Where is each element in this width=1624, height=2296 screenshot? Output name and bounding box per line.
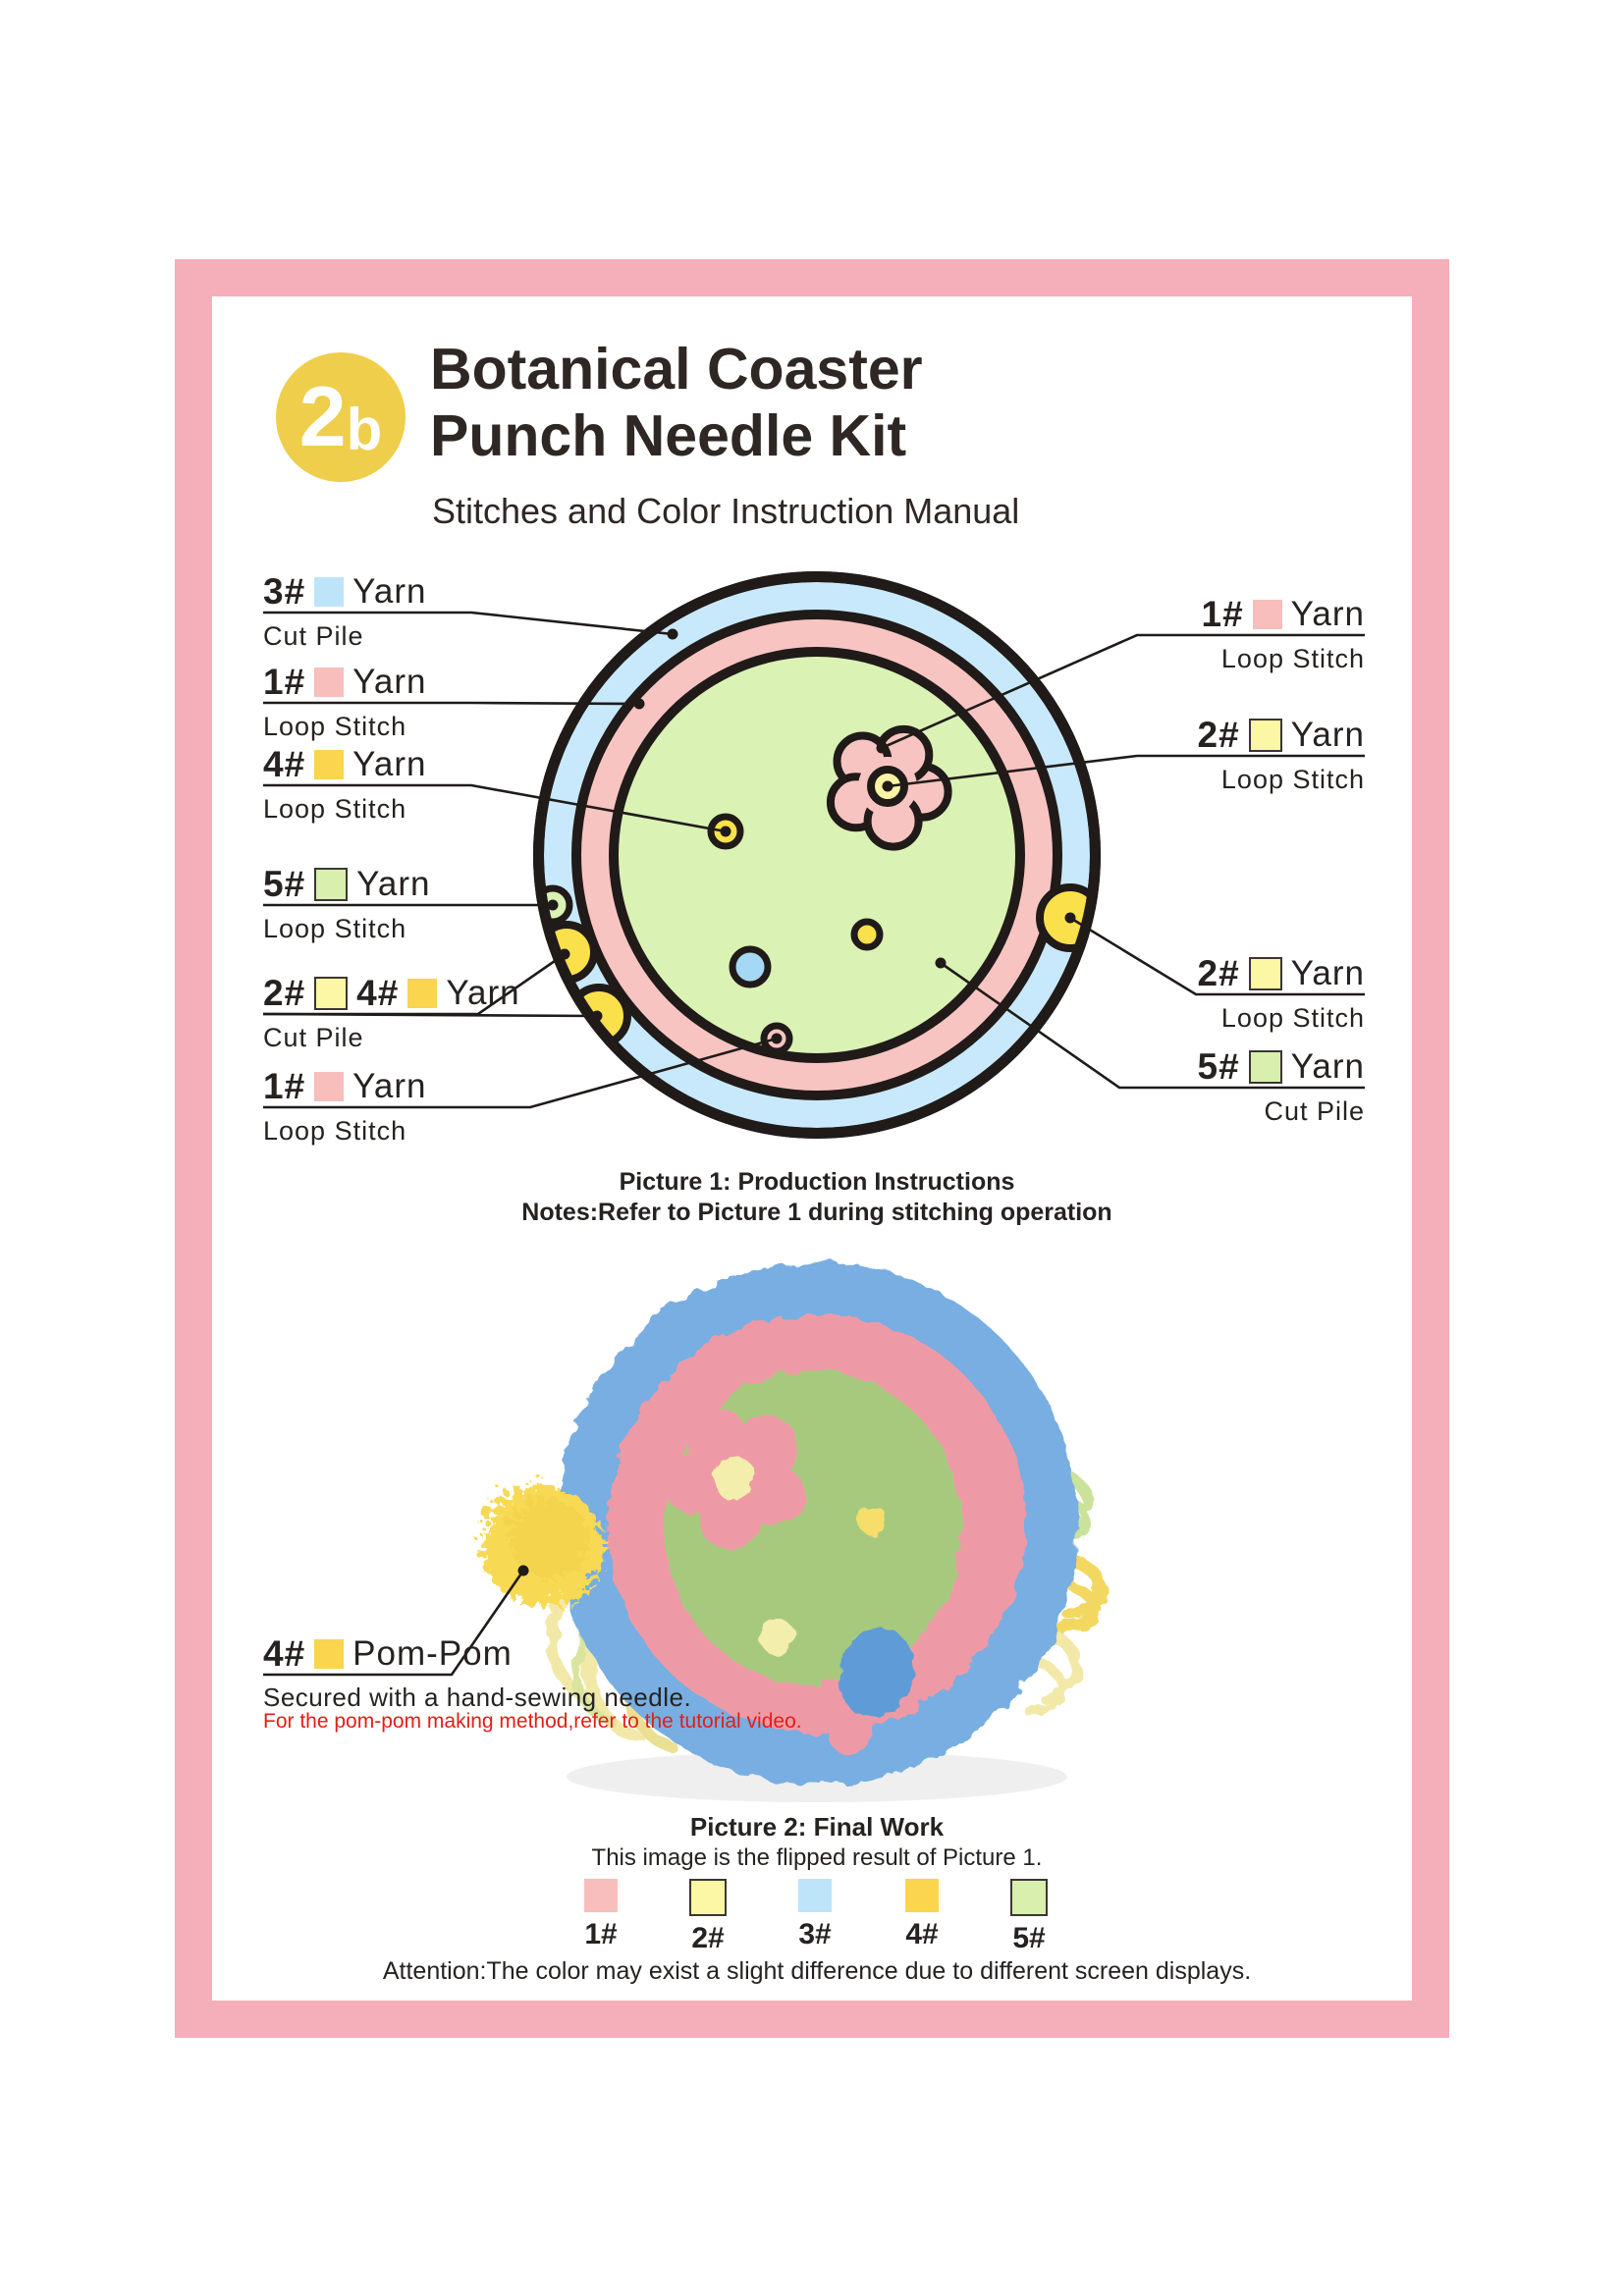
legend-item-3: 3# xyxy=(798,1879,832,1955)
photo-dot-cream xyxy=(760,1620,795,1655)
color-swatch xyxy=(1248,1050,1282,1084)
picture1-caption: Picture 1: Production Instructions xyxy=(619,1168,1015,1196)
legend-item-1: 1# xyxy=(584,1879,618,1955)
label-left-1-loop: 1# Yarn Loop Stitch xyxy=(263,662,427,741)
leader-2-loop-right-low xyxy=(1069,916,1365,996)
color-swatch xyxy=(1010,1879,1048,1916)
picture2-photo xyxy=(263,1262,1107,1802)
legend-item-5: 5# xyxy=(1010,1879,1048,1955)
dot-blue-3 xyxy=(729,945,772,988)
attention-note: Attention:The color may exist a slight d… xyxy=(382,1957,1252,1985)
leader-2-loop-right xyxy=(887,754,1365,788)
photo-dot-blue xyxy=(840,1628,913,1720)
color-swatch xyxy=(905,1879,939,1912)
label-pom-pom: 4# Pom-Pom xyxy=(263,1633,513,1674)
leader-24-cutpile-b xyxy=(262,1012,598,1018)
stitch-type: Cut Pile xyxy=(263,1023,364,1052)
leader-pom xyxy=(263,1570,525,1677)
leader-lines xyxy=(262,611,1365,1109)
stitch-type: Loop Stitch xyxy=(263,1116,407,1146)
stitch-type: Cut Pile xyxy=(263,621,364,651)
color-swatch xyxy=(689,1879,727,1916)
badge-letter: b xyxy=(346,397,383,462)
stitch-type: Loop Stitch xyxy=(1220,765,1365,794)
color-swatch xyxy=(1252,600,1282,629)
label-right-5-cutpile: 5# Yarn Cut Pile xyxy=(1197,1046,1365,1126)
stitch-type: Cut Pile xyxy=(1264,1096,1365,1126)
leader-4-loop xyxy=(263,783,727,833)
flower-motif xyxy=(826,724,952,851)
leader-dots xyxy=(547,628,1076,1044)
label-left-1-loop-bottom: 1# Yarn Loop Stitch xyxy=(263,1066,427,1146)
color-swatch xyxy=(314,1072,345,1101)
label-left-2-4-cutpile: 2# 4# Yarn Cut Pile xyxy=(263,973,520,1052)
pom-pom-core xyxy=(503,1492,581,1571)
dot-yellow-2 xyxy=(850,918,884,951)
color-swatch xyxy=(407,979,438,1008)
label-left-5-loop: 5# Yarn Loop Stitch xyxy=(263,864,431,943)
outer-stroke xyxy=(533,571,1101,1139)
color-swatch xyxy=(1248,957,1282,990)
color-swatch xyxy=(314,667,345,697)
stitch-type: Loop Stitch xyxy=(1220,644,1365,673)
label-left-3-cutpile: 3# Yarn Cut Pile xyxy=(263,571,427,651)
stitch-type: Loop Stitch xyxy=(263,914,407,943)
pom-pom xyxy=(474,1478,596,1600)
photo-flower-center xyxy=(713,1457,756,1500)
label-left-4-loop: 4# Yarn Loop Stitch xyxy=(263,744,427,824)
color-swatch xyxy=(314,577,345,607)
pom-pom-note: Secured with a hand-sewing needle. xyxy=(263,1682,692,1712)
photo-dot-pink xyxy=(829,1712,872,1755)
leader-1-loop-left xyxy=(263,701,640,706)
label-right-2-loop-low: 2# Yarn Loop Stitch xyxy=(1197,953,1365,1033)
color-swatch xyxy=(798,1879,832,1912)
color-swatch xyxy=(314,977,349,1010)
stitch-type: Loop Stitch xyxy=(263,712,407,741)
page-frame xyxy=(175,259,1449,2038)
leader-1-loop-bottom xyxy=(263,1037,778,1109)
pom-pom-note-red: For the pom-pom making method,refer to t… xyxy=(263,1710,802,1733)
label-right-2-loop: 2# Yarn Loop Stitch xyxy=(1197,715,1365,794)
legend-item-2: 2# xyxy=(689,1879,727,1955)
label-right-1-loop: 1# Yarn Loop Stitch xyxy=(1201,594,1365,673)
page-title-line2: Punch Needle Kit xyxy=(430,403,907,468)
color-legend: 1# 2# 3# 4# 5# xyxy=(584,1879,1048,1955)
color-swatch xyxy=(584,1879,618,1912)
legend-item-4: 4# xyxy=(905,1879,939,1955)
leader-5-cutpile-right xyxy=(940,961,1365,1090)
photo-dot-gold xyxy=(857,1505,887,1534)
page-title-line1: Botanical Coaster xyxy=(430,337,923,401)
coaster-body xyxy=(556,1262,1078,1785)
picture2-subcaption: This image is the flipped result of Pict… xyxy=(591,1844,1043,1871)
color-swatch xyxy=(1248,719,1282,752)
leader-1-loop-right xyxy=(881,633,1365,750)
picture2-caption: Picture 2: Final Work xyxy=(689,1812,945,1842)
picture1-diagram xyxy=(262,571,1365,1139)
color-swatch xyxy=(314,1639,345,1669)
stitch-type: Loop Stitch xyxy=(1220,1003,1365,1033)
leader-pom-dot xyxy=(517,1565,529,1576)
leader-3-cutpile xyxy=(263,611,674,636)
page-subtitle: Stitches and Color Instruction Manual xyxy=(432,491,1020,531)
color-swatch xyxy=(314,868,349,901)
badge-number: 2 xyxy=(298,370,347,464)
picture1-notes: Notes:Refer to Picture 1 during stitchin… xyxy=(521,1199,1112,1226)
stitch-type: Loop Stitch xyxy=(263,794,407,824)
color-swatch xyxy=(314,750,345,779)
